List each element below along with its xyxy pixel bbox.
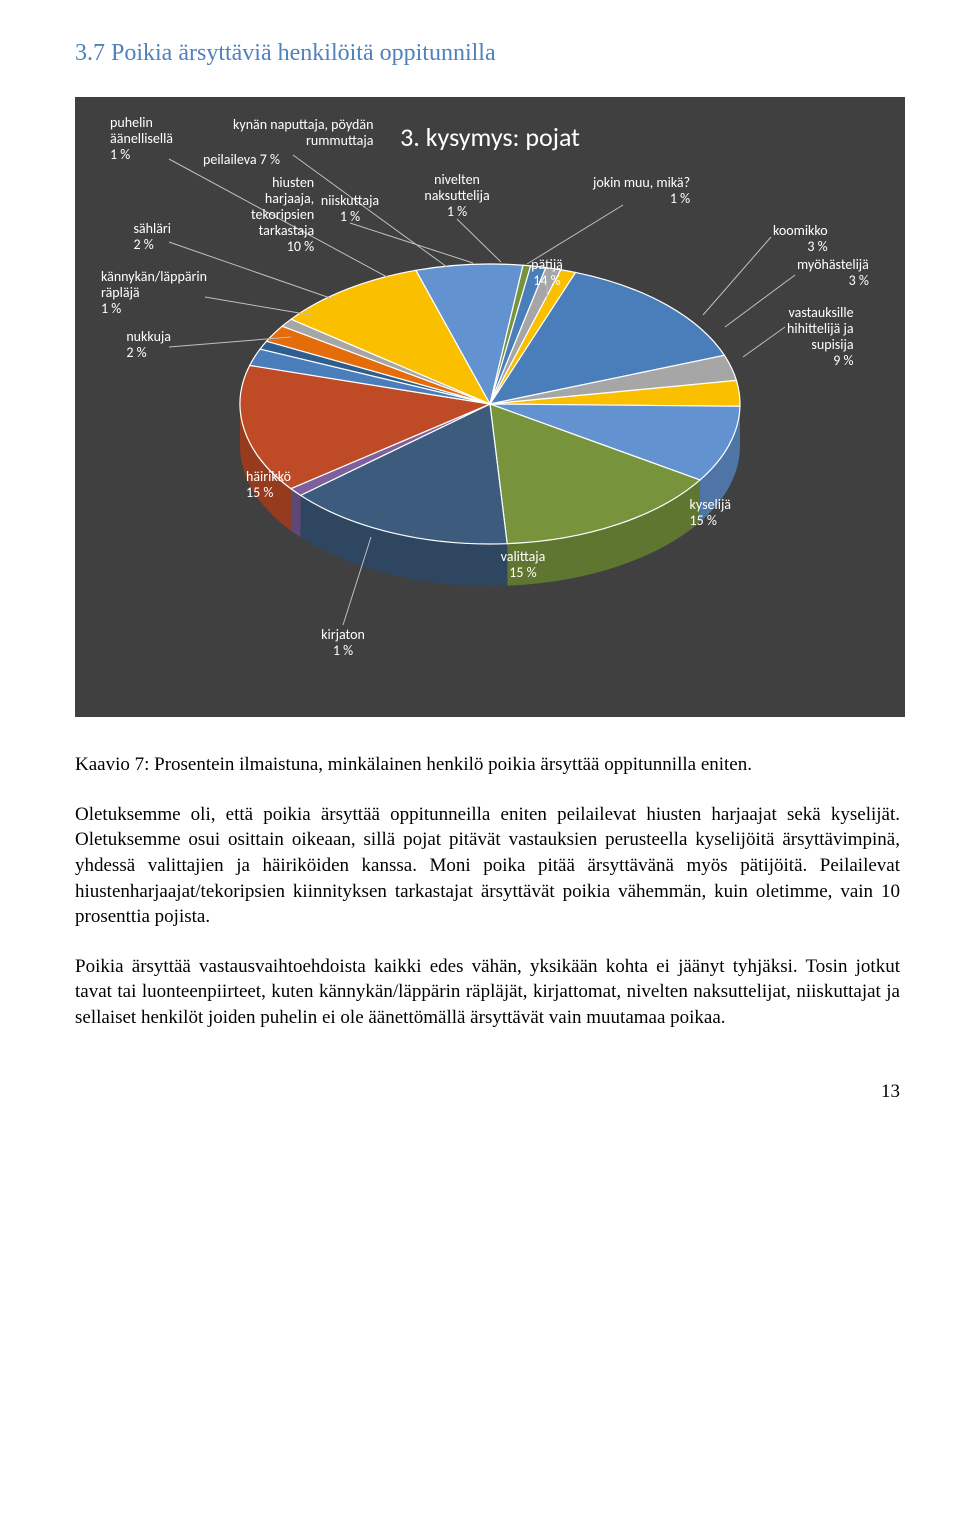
chart-label: niveltennaksuttelija1 % bbox=[424, 172, 489, 220]
chart-label: hiustenharjaaja,tekoripsientarkastaja10 … bbox=[251, 175, 314, 255]
chart-label: sähläri2 % bbox=[133, 221, 171, 253]
chart-title: 3. kysymys: pojat bbox=[400, 121, 580, 153]
section-heading: 3.7 Poikia ärsyttäviä henkilöitä oppitun… bbox=[75, 40, 900, 67]
chart-label: kirjaton1 % bbox=[321, 627, 365, 659]
chart-label: vastauksillehihittelijä jasupisija9 % bbox=[787, 305, 854, 369]
chart-label: myöhästelijä3 % bbox=[797, 257, 869, 289]
chart-label: häirikkö15 % bbox=[246, 469, 291, 501]
body-paragraph: Poikia ärsyttää vastausvaihtoehdoista ka… bbox=[75, 954, 900, 1031]
chart-label: kännykän/läppärinräpläjä1 % bbox=[101, 269, 207, 317]
chart-label: pätijä14 % bbox=[531, 257, 563, 289]
chart-label: puhelinäänellisellä1 % bbox=[110, 115, 173, 163]
chart-label: peilaileva 7 % bbox=[203, 152, 280, 168]
pie-chart: 3. kysymys: pojat pätijä14 % jokin muu, m… bbox=[75, 97, 905, 717]
chart-label: kynän naputtaja, pöydänrummuttaja bbox=[233, 117, 373, 149]
chart-label: koomikko3 % bbox=[773, 223, 828, 255]
chart-label: valittaja15 % bbox=[501, 549, 546, 581]
chart-label: jokin muu, mikä?1 % bbox=[593, 175, 690, 207]
chart-label: nukkuja2 % bbox=[126, 329, 171, 361]
caption: Kaavio 7: Prosentein ilmaistuna, minkäla… bbox=[75, 752, 900, 778]
chart-label: kyselijä15 % bbox=[690, 497, 732, 529]
body-paragraph: Oletuksemme oli, että poikia ärsyttää op… bbox=[75, 802, 900, 930]
chart-label: niiskuttaja1 % bbox=[321, 193, 379, 225]
page-number: 13 bbox=[75, 1081, 900, 1103]
pie-svg bbox=[210, 219, 770, 619]
